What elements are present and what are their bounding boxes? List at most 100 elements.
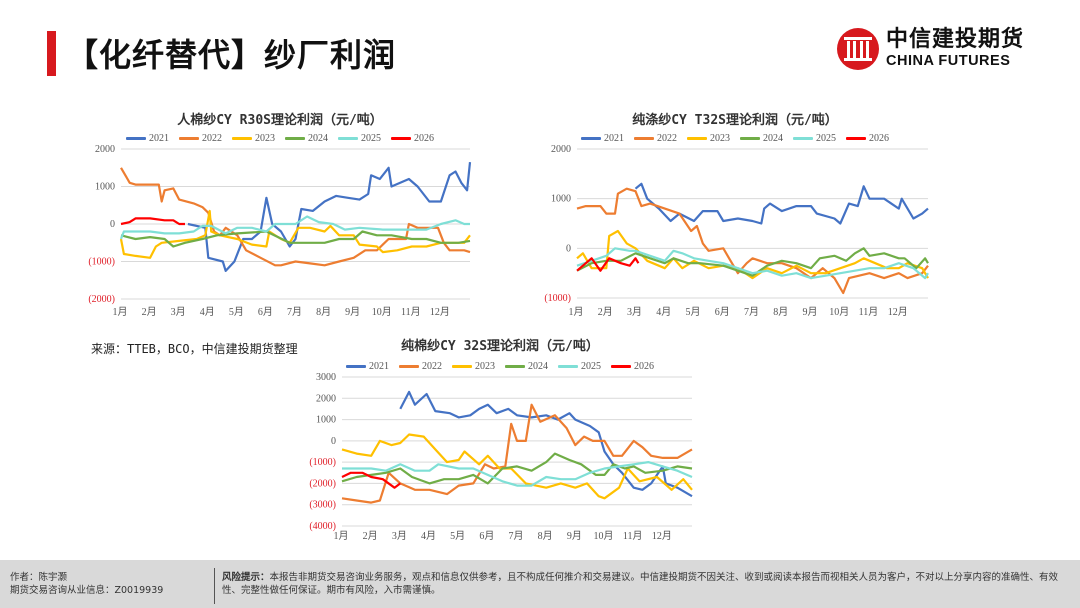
legend-item-2023: 2023 — [687, 133, 730, 144]
y-tick-label: 1000 — [316, 415, 336, 426]
legend-label: 2024 — [308, 133, 328, 144]
series-line-2025 — [576, 247, 929, 280]
x-tick-label: 6月 — [479, 530, 494, 542]
legend-label: 2021 — [149, 133, 169, 144]
legend-label: 2025 — [361, 133, 381, 144]
x-tick-label: 8月 — [773, 306, 788, 318]
legend-label: 2026 — [869, 133, 889, 144]
chart-title: 纯棉纱CY 32S理论利润（元/吨） — [401, 339, 599, 354]
legend-swatch — [179, 137, 199, 140]
series-line-2025 — [342, 461, 693, 487]
x-tick-label: 10月 — [829, 306, 849, 318]
legend-item-2026: 2026 — [611, 361, 654, 372]
x-tick-label: 7月 — [287, 306, 302, 318]
x-tick-label: 2月 — [598, 306, 613, 318]
series-line-2024 — [576, 247, 929, 277]
legend-item-2025: 2025 — [558, 361, 601, 372]
legend-swatch — [232, 137, 252, 140]
legend-item-2024: 2024 — [505, 361, 548, 372]
footer-divider — [214, 568, 215, 604]
legend-swatch — [126, 137, 146, 140]
y-tick-label: (1000) — [88, 257, 115, 268]
legend-label: 2021 — [369, 361, 389, 372]
legend-label: 2022 — [422, 361, 442, 372]
legend-item-2025: 2025 — [793, 133, 836, 144]
legend-swatch — [285, 137, 305, 140]
x-tick-label: 6月 — [258, 306, 273, 318]
x-tick-label: 10月 — [372, 306, 392, 318]
legend-label: 2024 — [528, 361, 548, 372]
x-tick-label: 3月 — [627, 306, 642, 318]
plot-area: 2000 1000 0 (1000) (2000)1月 2月 3月 4月 5月 6月 7月 8月 9月 1… — [88, 144, 472, 318]
legend-item-2021: 2021 — [346, 361, 389, 372]
legend-item-2024: 2024 — [740, 133, 783, 144]
y-tick-label: 0 — [566, 243, 571, 254]
series-line-2021 — [634, 182, 929, 225]
legend-swatch — [338, 137, 358, 140]
legend-item-2024: 2024 — [285, 133, 328, 144]
series-line-2026 — [120, 217, 185, 226]
author: 作者：陈宇灏 — [10, 572, 68, 583]
x-tick-label: 3月 — [392, 530, 407, 542]
y-tick-label: 2000 — [316, 393, 336, 404]
plot-area: 3000 2000 1000 0 (1000) (2000) (3000) (4000)1月 2… — [309, 372, 693, 542]
y-tick-label: (2000) — [88, 294, 115, 305]
x-tick-label: 6月 — [715, 306, 730, 318]
y-tick-label: (1000) — [309, 457, 336, 468]
x-tick-label: 9月 — [803, 306, 818, 318]
risk-label: 风险提示： — [222, 572, 270, 583]
legend-label: 2025 — [816, 133, 836, 144]
x-tick-label: 4月 — [421, 530, 436, 542]
legend-swatch — [634, 137, 654, 140]
x-tick-label: 5月 — [686, 306, 701, 318]
y-tick-label: 2000 — [551, 144, 571, 155]
footer: 作者：陈宇灏 期货交易咨询从业信息：Z0019939 风险提示：本报告非期货交易… — [0, 560, 1080, 608]
legend-label: 2024 — [763, 133, 783, 144]
legend-swatch — [452, 365, 472, 368]
chart-t32s-profit: 纯涤纱CY T32S理论利润（元/吨） 2021 2022 2023 2024 2025 2… — [530, 105, 940, 330]
series-line-2022 — [576, 187, 929, 295]
legend-item-2025: 2025 — [338, 133, 381, 144]
legend-swatch — [391, 137, 411, 140]
x-tick-label: 8月 — [316, 306, 331, 318]
series-line-2024 — [120, 230, 471, 248]
legend-swatch — [399, 365, 419, 368]
series-line-2025 — [119, 215, 470, 240]
y-tick-label: (3000) — [309, 500, 336, 511]
chart-legend: 2021 2022 2023 2024 2025 2026 — [80, 133, 480, 144]
legend-label: 2023 — [475, 361, 495, 372]
x-tick-label: 12月 — [888, 306, 908, 318]
y-tick-label: 1000 — [551, 194, 571, 205]
legend-item-2022: 2022 — [634, 133, 677, 144]
x-tick-label: 1月 — [334, 530, 349, 542]
x-tick-label: 2月 — [142, 306, 157, 318]
legend-item-2026: 2026 — [846, 133, 889, 144]
series-line-2026 — [576, 257, 640, 272]
chart-32s-profit: 纯棉纱CY 32S理论利润（元/吨） 2021 2022 2023 2024 2025 20… — [300, 332, 700, 554]
legend-label: 2022 — [657, 133, 677, 144]
x-tick-label: 12月 — [652, 530, 672, 542]
legend-item-2021: 2021 — [126, 133, 169, 144]
x-tick-label: 4月 — [200, 306, 215, 318]
legend-swatch — [793, 137, 813, 140]
x-tick-label: 3月 — [171, 306, 186, 318]
y-tick-label: 0 — [110, 219, 115, 230]
legend-swatch — [740, 137, 760, 140]
logo-chinese-name: 中信建投期货 — [886, 27, 1025, 53]
x-tick-label: 1月 — [113, 306, 128, 318]
license-info: 期货交易咨询从业信息：Z0019939 — [10, 585, 164, 596]
series-line-2021 — [187, 161, 472, 272]
chart-title: 纯涤纱CY T32S理论利润（元/吨） — [632, 113, 838, 128]
page-title: 【化纤替代】纱厂利润 — [66, 36, 397, 74]
y-tick-label: (2000) — [309, 478, 336, 489]
y-tick-label: 3000 — [316, 372, 336, 383]
source-note: 来源：TTEB，BCO，中信建投期货整理 — [91, 342, 298, 356]
plot-area: 2000 1000 0 (1000) 1月 2月 3月 4月 5月 6月 7月 8月 9月 10月 11月 1… — [544, 144, 929, 318]
legend-swatch — [346, 365, 366, 368]
y-tick-label: 0 — [331, 436, 336, 447]
x-tick-label: 11月 — [401, 306, 421, 318]
legend-item-2022: 2022 — [179, 133, 222, 144]
risk-disclaimer: 风险提示：本报告非期货交易咨询业务服务，观点和信息仅供参考，且不构成任何推介和交… — [222, 571, 1062, 597]
x-tick-label: 7月 — [509, 530, 524, 542]
series-line-2022 — [341, 403, 693, 504]
